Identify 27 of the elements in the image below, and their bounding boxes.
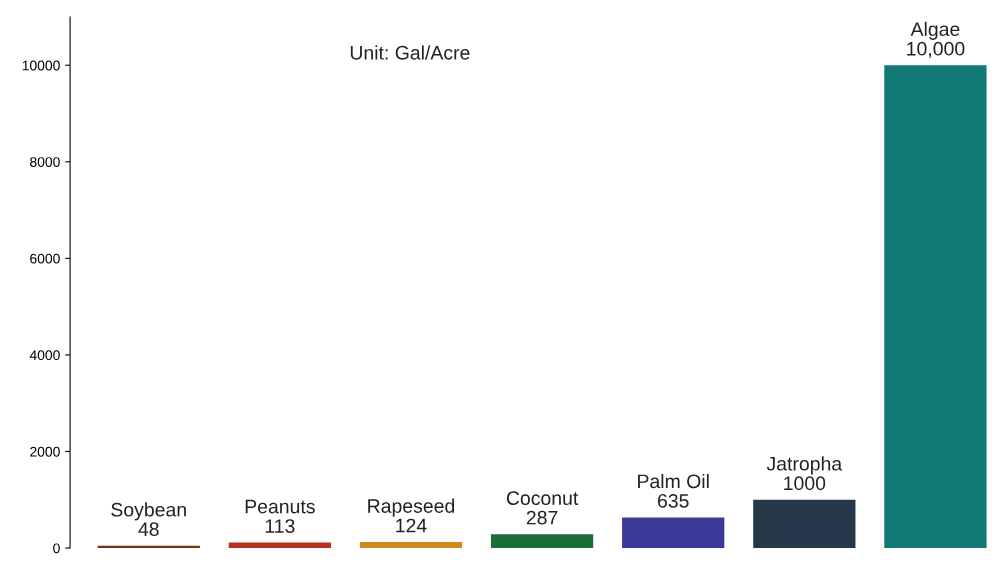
x-tick-label: Algae (910, 21, 960, 40)
bar (490, 534, 594, 549)
data-label: 1000 (784, 476, 826, 491)
data-label: 113 (265, 519, 295, 533)
y-tick-label: 4000 (29, 350, 60, 361)
bar (622, 517, 725, 549)
x-tick-label: Jatropha (766, 456, 843, 475)
bar (359, 542, 463, 549)
data-label: 10,000 (907, 41, 965, 58)
x-tick-label: Coconut (506, 491, 579, 506)
data-label: 124 (396, 518, 427, 533)
x-tick-label: Peanuts (245, 499, 315, 514)
y-tick-label: 6000 (30, 253, 60, 264)
y-tick-label: 10000 (22, 60, 60, 71)
bar (884, 65, 987, 549)
y-tick-label: 8000 (30, 157, 60, 167)
data-label: 48 (138, 522, 159, 537)
data-label: 287 (526, 510, 558, 525)
y-tick-label: 0 (53, 543, 60, 554)
data-label: 635 (657, 493, 689, 508)
annotation: Unit: Gal/Acre (350, 45, 470, 60)
bar (228, 542, 331, 549)
x-tick-label: Soybean (111, 502, 186, 521)
y-tick-label: 2000 (30, 446, 60, 457)
x-tick-label: Rapeseed (368, 498, 455, 517)
x-tick-label: Palm Oil (638, 473, 709, 489)
bar (753, 499, 856, 549)
